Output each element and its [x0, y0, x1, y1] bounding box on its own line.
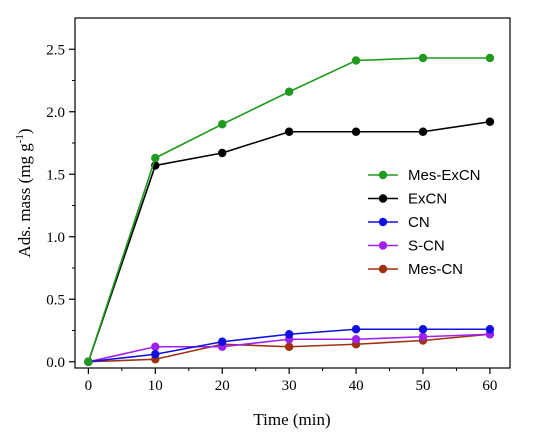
x-tick-label: 0: [85, 378, 93, 394]
data-point: [418, 325, 428, 334]
legend-marker: [378, 264, 388, 274]
data-point: [284, 342, 294, 351]
x-tick-label: 10: [148, 378, 163, 394]
y-tick-label: 0.0: [46, 355, 65, 371]
legend-label: ExCN: [408, 191, 447, 208]
legend: Mes-ExCN ExCN CN S-CN Mes-CN: [368, 167, 481, 278]
y-axis: 0.0 0.5 1.0 1.5 2.0 2.5: [46, 42, 75, 371]
data-point: [351, 127, 361, 136]
legend-label: Mes-CN: [408, 261, 463, 278]
data-point: [218, 148, 227, 158]
y-tick-label: 2.5: [46, 42, 65, 58]
data-point: [351, 56, 361, 65]
legend-label: S-CN: [408, 238, 445, 255]
x-axis: 0 10 20 30 40 50 60: [85, 368, 497, 394]
data-point: [351, 335, 361, 344]
x-tick-label: 20: [215, 378, 230, 394]
x-tick-label: 50: [416, 378, 431, 394]
x-axis-title: Time (min): [253, 410, 330, 429]
y-axis-title: Ads. mass (mg g-1): [14, 128, 34, 257]
legend-marker: [378, 194, 388, 203]
data-point: [485, 53, 495, 63]
x-tick-label: 30: [282, 378, 297, 394]
data-point: [418, 127, 428, 136]
data-point: [485, 117, 495, 126]
y-axis-title-superscript: -1: [14, 134, 26, 143]
legend-marker: [378, 217, 388, 227]
data-point: [284, 330, 294, 339]
data-point: [351, 325, 361, 334]
series-line: [87, 57, 490, 362]
y-tick-label: 0.5: [46, 292, 65, 308]
data-point: [284, 87, 294, 96]
y-axis-title-main: Ads. mass (mg g: [15, 143, 34, 258]
x-tick-label: 40: [349, 378, 364, 394]
data-point: [151, 350, 160, 359]
data-point: [151, 342, 160, 351]
y-tick-label: 1.5: [46, 167, 65, 183]
legend-label: CN: [408, 214, 430, 231]
data-point: [418, 332, 428, 341]
data-point: [151, 153, 160, 163]
data-point: [418, 53, 428, 63]
x-tick-label: 60: [482, 378, 497, 394]
data-point: [218, 337, 227, 346]
plot-frame: [74, 17, 511, 369]
y-tick-label: 2.0: [46, 105, 65, 121]
data-point: [84, 357, 93, 366]
series-layer: [84, 53, 495, 366]
y-axis-title-close: ): [15, 128, 34, 134]
legend-label: Mes-ExCN: [408, 167, 481, 184]
data-point: [218, 120, 227, 129]
y-tick-label: 1.0: [46, 230, 65, 246]
data-point: [485, 325, 495, 334]
legend-marker: [378, 241, 388, 250]
legend-marker: [378, 170, 388, 180]
data-point: [284, 127, 294, 136]
